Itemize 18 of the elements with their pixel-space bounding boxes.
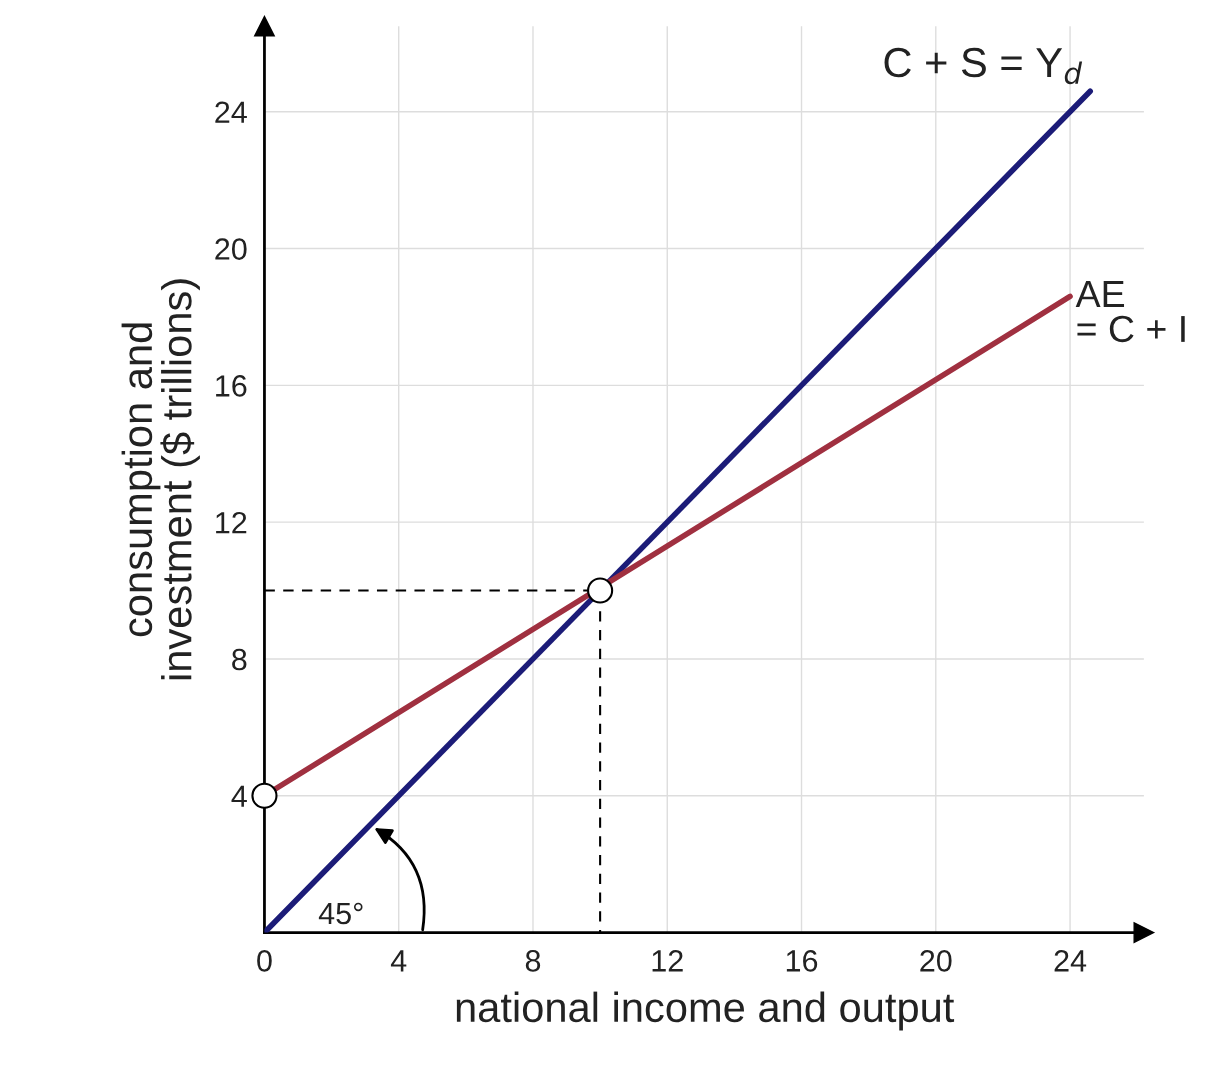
x-tick-label: 8 bbox=[525, 950, 541, 972]
y-tick-label: 4 bbox=[231, 785, 247, 807]
annotation: 45° bbox=[318, 902, 363, 925]
x-axis-title: national income and output bbox=[456, 991, 955, 1031]
y-tick-label: 16 bbox=[216, 375, 247, 397]
x-tick-label: 24 bbox=[1054, 950, 1087, 972]
x-tick-label: 4 bbox=[390, 950, 407, 972]
series-label: C + S = Y$_{d}$ bbox=[884, 47, 1083, 85]
y-tick-label: 12 bbox=[216, 511, 247, 534]
y-tick-label: 20 bbox=[215, 238, 247, 260]
series-label: AE = C + I bbox=[1075, 281, 1185, 343]
y-tick-label: 24 bbox=[215, 101, 247, 123]
x-tick-label: 12 bbox=[652, 950, 683, 972]
x-tick-label: 20 bbox=[920, 950, 952, 972]
y-axis-title: consumption and investment ($ trillions) bbox=[121, 279, 200, 680]
x-tick-label: 0 bbox=[257, 950, 272, 972]
y-tick-label: 8 bbox=[232, 648, 247, 671]
x-tick-label: 16 bbox=[786, 950, 818, 972]
